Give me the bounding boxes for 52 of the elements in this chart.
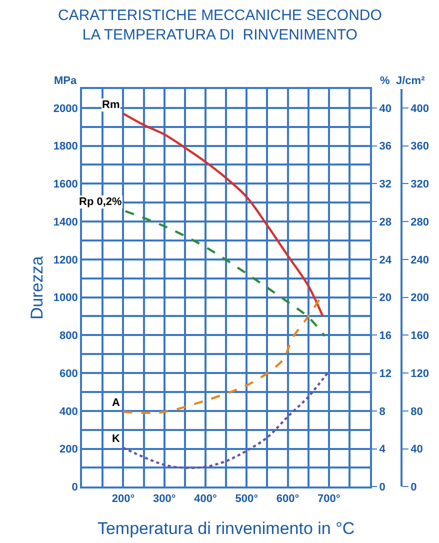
line-series	[124, 210, 326, 338]
y3-tick-label: 80	[410, 406, 423, 418]
y-tick-label: 1800	[53, 140, 78, 153]
x-tick-label: 200°	[112, 492, 135, 505]
y-tick-label: 2000	[53, 102, 78, 115]
y2-tick-label: 0	[379, 482, 386, 494]
x-axis-title: Temperatura di rinvenimento in °C	[97, 518, 355, 538]
y2-tick-label: 12	[379, 368, 392, 380]
y3-tick-label: 280	[410, 216, 429, 228]
y-tick-label: 1200	[53, 254, 78, 266]
x-tick-label: 600°	[276, 492, 300, 505]
y2-tick-label: 20	[379, 292, 392, 304]
y3-axis-title: J/cm²	[396, 75, 426, 87]
y-tick-label: 200	[60, 444, 78, 456]
y-axis-title: Durezza	[27, 256, 46, 320]
series-label: K	[112, 433, 120, 445]
y-tick-label: 400	[60, 406, 78, 418]
y2-axis-title: %	[380, 75, 390, 87]
y2-tick-label: 36	[379, 140, 392, 153]
y-tick-label: 1400	[53, 216, 78, 228]
y2-tick-label: 40	[379, 102, 392, 115]
y3-tick-label: 0	[410, 482, 417, 494]
y-tick-label: 1000	[53, 292, 78, 304]
y3-tick-label: 40	[410, 444, 423, 456]
series-label: Rm	[102, 99, 120, 111]
x-tick-label: 300°	[152, 492, 176, 505]
y3-tick-label: 400	[410, 102, 429, 115]
x-tick-label: 700°	[318, 492, 340, 505]
y-tick-label: 0	[72, 482, 78, 494]
y3-tick-label: 120	[410, 368, 429, 380]
y2-tick-label: 4	[379, 444, 386, 456]
text: MPa	[54, 75, 78, 87]
y2-tick-label: 24	[379, 254, 392, 266]
series-label: A	[112, 397, 120, 409]
series-label: Rp 0,2%	[79, 196, 122, 208]
y3-tick-label: 160	[410, 330, 429, 342]
y2-tick-label: 16	[379, 330, 392, 342]
x-tick-label: 500°	[235, 492, 258, 505]
line-series	[122, 370, 330, 469]
y2-tick-label: 28	[379, 216, 392, 228]
chart-title: CARATTERISTICHE MECCANICHE SECONDO LA TEMPERATURA DI RINVENIMENTO	[58, 7, 382, 44]
x-tick-label: 400°	[194, 492, 217, 505]
y-tick-label: 800	[60, 330, 78, 342]
y2-tick-label: 8	[379, 406, 386, 418]
y3-tick-label: 200	[410, 292, 429, 304]
y-tick-label: 1600	[53, 178, 78, 191]
y2-tick-label: 32	[379, 178, 392, 191]
y3-tick-label: 320	[410, 178, 429, 191]
y3-tick-label: 240	[410, 254, 429, 266]
y3-tick-label: 360	[410, 140, 429, 153]
line-series	[122, 112, 324, 318]
y-tick-label: 600	[60, 368, 78, 380]
